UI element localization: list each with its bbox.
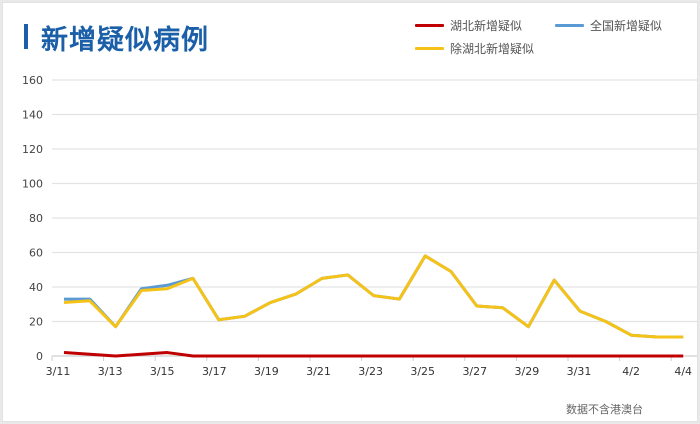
title-accent-bar [24, 24, 28, 49]
legend-item-excl-hubei: 除湖北新增疑似 [415, 40, 534, 57]
x-tick-label: 3/11 [46, 365, 71, 378]
x-tick-label: 3/25 [410, 365, 435, 378]
y-tick-label: 160 [22, 74, 43, 87]
y-tick-label: 0 [36, 350, 43, 363]
legend-label-hubei: 湖北新增疑似 [450, 19, 523, 33]
legend-label-national: 全国新增疑似 [590, 19, 663, 33]
chart-title: 新增疑似病例 [41, 25, 209, 56]
y-tick-label: 100 [22, 178, 43, 191]
x-tick-label: 3/19 [254, 365, 279, 378]
legend-swatch-excl-hubei [415, 47, 444, 50]
x-tick-label: 3/29 [515, 365, 540, 378]
y-tick-label: 120 [22, 143, 43, 156]
x-tick-label: 4/2 [622, 365, 640, 378]
y-tick-label: 60 [29, 247, 43, 260]
x-tick-label: 3/21 [306, 365, 331, 378]
legend-item-hubei: 湖北新增疑似 [415, 17, 522, 34]
y-tick-label: 20 [29, 316, 43, 329]
legend-swatch-hubei [415, 24, 444, 27]
x-tick-label: 3/13 [98, 365, 123, 378]
x-tick-label: 3/27 [462, 365, 487, 378]
legend-item-national: 全国新增疑似 [555, 17, 662, 34]
y-tick-label: 140 [22, 109, 43, 122]
legend-label-excl-hubei: 除湖北新增疑似 [450, 42, 535, 56]
x-tick-label: 3/15 [150, 365, 175, 378]
x-tick-label: 3/17 [202, 365, 227, 378]
legend-swatch-national [555, 24, 584, 27]
series-line-2 [63, 254, 684, 339]
footnote: 数据不含港澳台 [566, 403, 643, 416]
x-tick-label: 3/23 [358, 365, 383, 378]
x-tick-label: 3/31 [567, 365, 592, 378]
y-tick-label: 40 [29, 281, 43, 294]
y-tick-label: 80 [29, 212, 43, 225]
x-tick-label: 4/4 [674, 365, 692, 378]
